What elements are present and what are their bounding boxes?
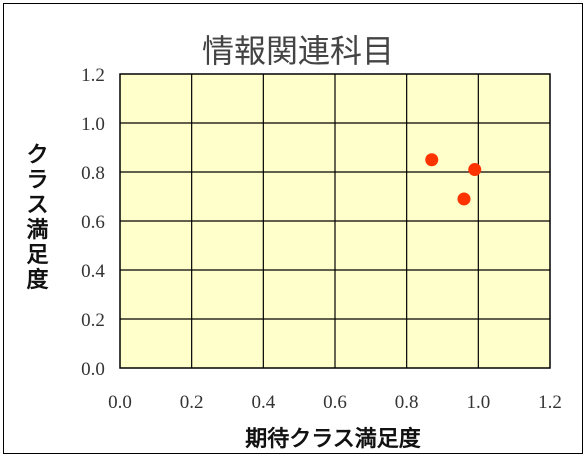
y-tick-label: 1.2 <box>81 65 105 86</box>
data-points <box>425 153 482 206</box>
x-tick-label: 1.0 <box>466 392 490 413</box>
x-tick-label: 0.8 <box>395 392 419 413</box>
x-tick-label: 0.4 <box>251 392 275 413</box>
x-tick-label: 0.0 <box>108 392 132 413</box>
y-tick-label: 1.0 <box>81 114 105 135</box>
x-tick-label: 1.2 <box>538 392 562 413</box>
chart-title: 情報関連科目 <box>202 32 394 70</box>
y-tick-label: 0.0 <box>81 359 105 380</box>
y-tick-label: 0.6 <box>81 212 105 233</box>
scatter-point <box>457 192 471 206</box>
y-axis-ticks: 0.0 0.2 0.4 0.6 0.8 1.0 1.2 <box>81 65 105 380</box>
x-axis-ticks: 0.0 0.2 0.4 0.6 0.8 1.0 1.2 <box>108 392 562 413</box>
y-tick-label: 0.8 <box>81 163 105 184</box>
scatter-point <box>425 153 439 167</box>
y-axis-label: クラス満足度 <box>26 142 49 293</box>
scatter-point <box>468 163 482 177</box>
x-tick-label: 0.6 <box>323 392 347 413</box>
x-axis-label: 期待クラス満足度 <box>245 426 422 452</box>
y-tick-label: 0.4 <box>81 261 105 282</box>
y-tick-label: 0.2 <box>81 310 105 331</box>
x-tick-label: 0.2 <box>180 392 204 413</box>
